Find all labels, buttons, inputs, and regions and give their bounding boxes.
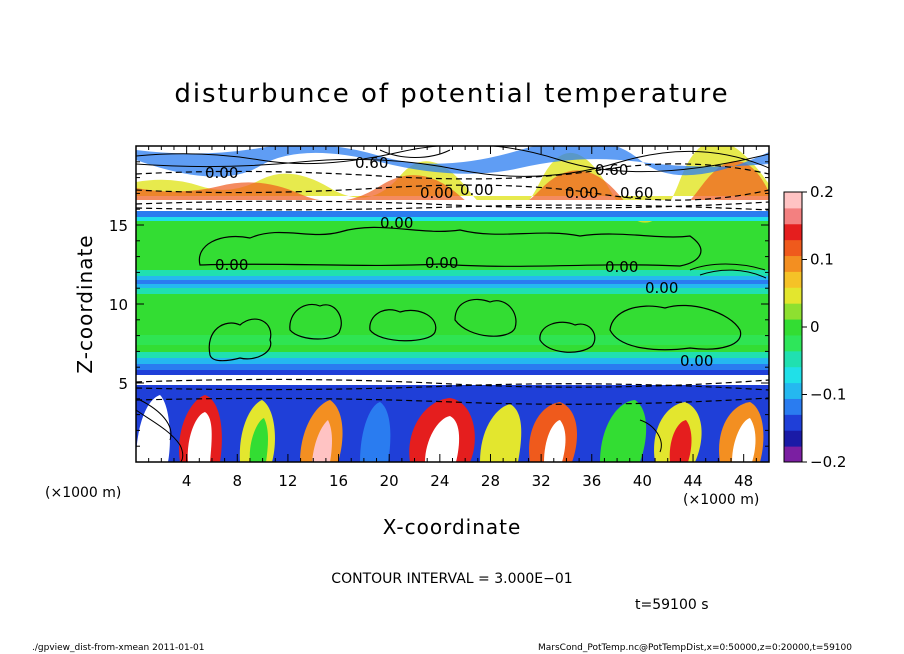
contour-interval: CONTOUR INTERVAL = 3.000E−01 <box>331 571 572 587</box>
dashed-contours <box>136 163 769 405</box>
x-tick-label: 48 <box>734 472 753 490</box>
colorbar-segment <box>784 207 802 225</box>
darkblue-layer-6km <box>136 370 769 375</box>
contour-label: 0.00 <box>215 256 248 274</box>
cyan-layer-16km <box>136 217 769 221</box>
colorbar-segment <box>784 255 802 272</box>
footer-left: ./gpview_dist-from-xmean 2011-01-01 <box>32 643 204 653</box>
upper-blue-band <box>136 146 769 177</box>
colorbar-ticks: 0.2 0.1 0 −0.1 −0.2 <box>802 183 846 471</box>
time-label: t=59100 s <box>635 597 709 613</box>
colorbar-tick-label: 0.1 <box>810 251 834 269</box>
colorbar-segment <box>784 271 802 288</box>
cyan-layer-11km-b <box>136 284 769 288</box>
solid-contours <box>136 146 769 462</box>
colorbar-segment <box>784 303 802 320</box>
contour-label: 0.60 <box>595 161 628 179</box>
x-tick-label: 8 <box>233 472 243 490</box>
colorbar-segment <box>784 414 802 431</box>
lower-plumes <box>136 395 764 462</box>
blue-layer-6km <box>136 364 769 370</box>
colorbar-tick-label: −0.2 <box>810 453 846 471</box>
colorbar-segment <box>784 223 802 241</box>
x-tick-label: 12 <box>278 472 297 490</box>
upper-yellow-band <box>136 146 769 223</box>
teal-layer-11km <box>136 288 769 294</box>
x-tick-label: 20 <box>380 472 399 490</box>
colorbar-segment <box>784 398 802 415</box>
contour-label: 0.00 <box>380 214 413 232</box>
footer-right: MarsCond_PotTemp.nc@PotTempDist,x=0:5000… <box>538 643 852 653</box>
x-tick-label: 28 <box>481 472 500 490</box>
x-tick-label: 16 <box>329 472 348 490</box>
colorbar-segment <box>784 319 802 336</box>
contour-label: 0.00 <box>645 279 678 297</box>
colorbar-segment <box>784 382 802 399</box>
y-tick-label: 5 <box>118 375 128 393</box>
cyan-layer-11km <box>136 276 769 280</box>
contour-label: 0.00 <box>420 184 453 202</box>
x-unit-left: (×1000 m) <box>45 485 121 501</box>
colorbar-tick-label: 0.2 <box>810 183 834 201</box>
contour-label: 0.00 <box>425 254 458 272</box>
colorbar-segment <box>784 350 802 368</box>
x-tick-label: 36 <box>582 472 601 490</box>
colorbar-segment <box>784 239 802 257</box>
contour-label: 0.00 <box>460 181 493 199</box>
x-tick-label: 24 <box>430 472 449 490</box>
y-axis: 5 10 15 <box>109 161 769 447</box>
x-tick-label: 40 <box>633 472 652 490</box>
colorbar-segment <box>784 446 802 463</box>
contour-label: 0.60 <box>355 154 388 172</box>
white-layer-5km <box>136 375 769 385</box>
colorbar-segment <box>784 430 802 447</box>
contour-label: 0.00 <box>565 184 598 202</box>
contour-label: 0.00 <box>680 352 713 370</box>
mid-contour-patches <box>198 226 742 362</box>
contour-labels: 0.00 0.00 0.00 0.00 0.00 0.00 0.00 0.00 … <box>205 154 713 370</box>
y-tick-label: 10 <box>109 296 128 314</box>
white-layer-top <box>136 200 769 213</box>
teal-layer-12km <box>136 270 769 276</box>
teal-layer-6km <box>136 352 769 358</box>
colorbar-segment <box>784 192 802 209</box>
x-axis-label: X-coordinate <box>383 515 522 539</box>
colorbar <box>783 191 803 463</box>
colorbar-segment <box>784 366 802 384</box>
x-tick-label: 4 <box>182 472 192 490</box>
plot-area: 0.00 0.00 0.00 0.00 0.00 0.00 0.00 0.00 … <box>136 146 769 462</box>
x-tick-label: 44 <box>683 472 702 490</box>
blue-layer-11km <box>136 280 769 284</box>
colorbar-segment <box>784 287 802 304</box>
cyan-layer-6km <box>136 358 769 364</box>
contour-label: 0.60 <box>620 184 653 202</box>
contour-label: 0.00 <box>605 258 638 276</box>
contour-label: 0.00 <box>205 164 238 182</box>
light-green-layer <box>136 335 769 345</box>
colorbar-segment <box>784 334 802 352</box>
colorbar-tick-label: 0 <box>810 318 820 336</box>
blue-layer-16km <box>136 211 769 217</box>
y-tick-label: 15 <box>109 217 128 235</box>
chart-title: disturbunce of potential temperature <box>174 79 729 109</box>
x-axis: 4 8 12 16 20 24 28 32 36 40 44 48 <box>148 146 757 490</box>
upper-red-band <box>136 160 769 219</box>
x-tick-label: 32 <box>532 472 551 490</box>
colorbar-tick-label: −0.1 <box>810 386 846 404</box>
y-axis-label: Z-coordinate <box>73 234 97 373</box>
x-unit-right: (×1000 m) <box>683 492 759 508</box>
